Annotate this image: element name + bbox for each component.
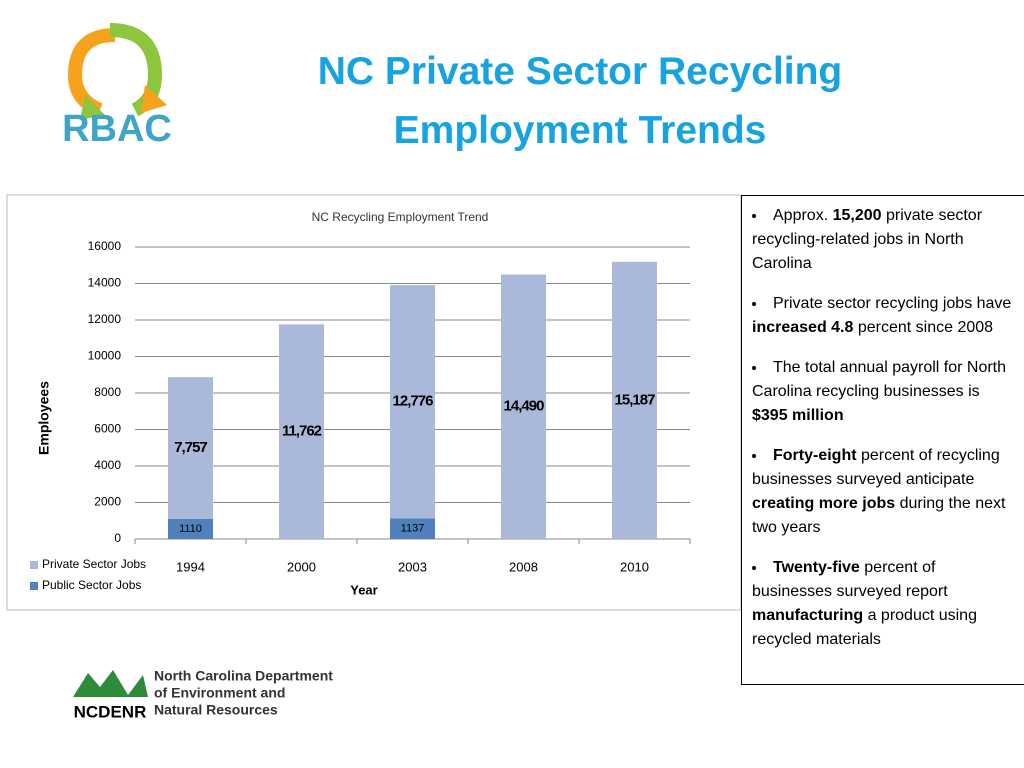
x-tick-label: 2000	[287, 559, 316, 574]
bullet-text: a product using recycled materials	[752, 607, 977, 648]
y-tick-label: 4000	[94, 458, 121, 472]
x-tick-label: 2003	[398, 559, 427, 574]
bullet-text: private sector recycling-related jobs in…	[752, 207, 983, 272]
bullet: Forty-eight percent of recycling busines…	[752, 444, 1017, 540]
logo-trees	[73, 670, 148, 697]
x-axis-label: Year	[350, 582, 377, 597]
data-label: 7,757	[174, 439, 207, 456]
y-tick-label: 2000	[94, 495, 121, 509]
y-axis-label: Employees	[36, 381, 52, 455]
slide-title: NC Private Sector Recycling Employment T…	[317, 50, 843, 152]
bullet-text: $395 million	[752, 407, 844, 424]
logo-arrowhead	[80, 95, 105, 120]
y-tick-label: 0	[114, 531, 121, 545]
ncdenr-logo: NCDENR North Carolina Department of Envi…	[73, 668, 333, 721]
x-tick-label: 2008	[509, 559, 538, 574]
data-label: 14,490	[504, 398, 545, 415]
bullet-text: Approx.	[773, 207, 833, 224]
bullet: Twenty-five percent of businesses survey…	[752, 556, 1017, 652]
bar-segment	[390, 285, 435, 519]
bar-segment	[168, 377, 213, 519]
legend-label: Public Sector Jobs	[42, 578, 141, 592]
rbac-logo: RBAC	[62, 23, 172, 150]
bullet: Private sector recycling jobs have incre…	[752, 292, 1017, 340]
logo-line: North Carolina Department	[154, 668, 333, 684]
bullet-text: percent since 2008	[853, 319, 994, 336]
logo-text: RBAC	[62, 108, 172, 150]
data-label: 12,776	[393, 393, 434, 410]
bullet-text: increased 4.8	[752, 319, 854, 336]
x-tick-label: 2010	[620, 559, 649, 574]
bullet-text: Private sector recycling jobs have	[773, 295, 1012, 312]
data-label: 1137	[401, 523, 425, 535]
chart-title: NC Recycling Employment Trend	[312, 210, 489, 224]
bar-segment	[390, 518, 435, 539]
y-tick-label: 14000	[88, 276, 122, 290]
data-label: 11,762	[282, 423, 322, 440]
bullet-text: percent of recycling businesses surveyed…	[752, 447, 1000, 488]
data-label: 1110	[179, 523, 202, 535]
y-tick-label: 6000	[94, 422, 121, 436]
bullet-text: Forty-eight	[773, 447, 857, 464]
y-tick-label: 16000	[88, 239, 122, 253]
bullet-text: manufacturing	[752, 607, 864, 624]
legend-swatch	[30, 561, 38, 569]
bar-segment	[501, 274, 546, 539]
bar-segment	[279, 324, 324, 539]
legend-label: Private Sector Jobs	[42, 557, 146, 571]
bullet-text: creating more jobs	[752, 495, 896, 512]
y-tick-label: 10000	[88, 349, 122, 363]
data-label: 15,187	[615, 391, 656, 408]
bullet: Approx. 15,200 private sector recycling-…	[752, 204, 1017, 276]
bullet-box: Approx. 15,200 private sector recycling-…	[741, 195, 1024, 685]
bullet-text: Twenty-five	[773, 559, 860, 576]
bullet-text: during the next two years	[752, 495, 1006, 536]
logo-acronym: NCDENR	[74, 702, 147, 721]
logo-line: Natural Resources	[154, 702, 278, 718]
legend-swatch	[30, 582, 38, 590]
bullet: The total annual payroll for North Carol…	[752, 356, 1017, 428]
y-tick-label: 8000	[94, 385, 121, 399]
bullet-text: 15,200	[832, 207, 882, 224]
y-tick-label: 12000	[88, 312, 122, 326]
chart: NC Recycling Employment Trend Year Emplo…	[6, 194, 742, 611]
logo-arrowhead	[141, 85, 167, 113]
x-tick-label: 1994	[176, 559, 205, 574]
bullet-text: The total annual payroll for North Carol…	[752, 359, 1007, 400]
logo-line: of Environment and	[154, 685, 285, 701]
bar-segment	[168, 518, 213, 539]
bar-segment	[612, 261, 657, 539]
bullet-text: percent of businesses surveyed report	[752, 559, 948, 600]
